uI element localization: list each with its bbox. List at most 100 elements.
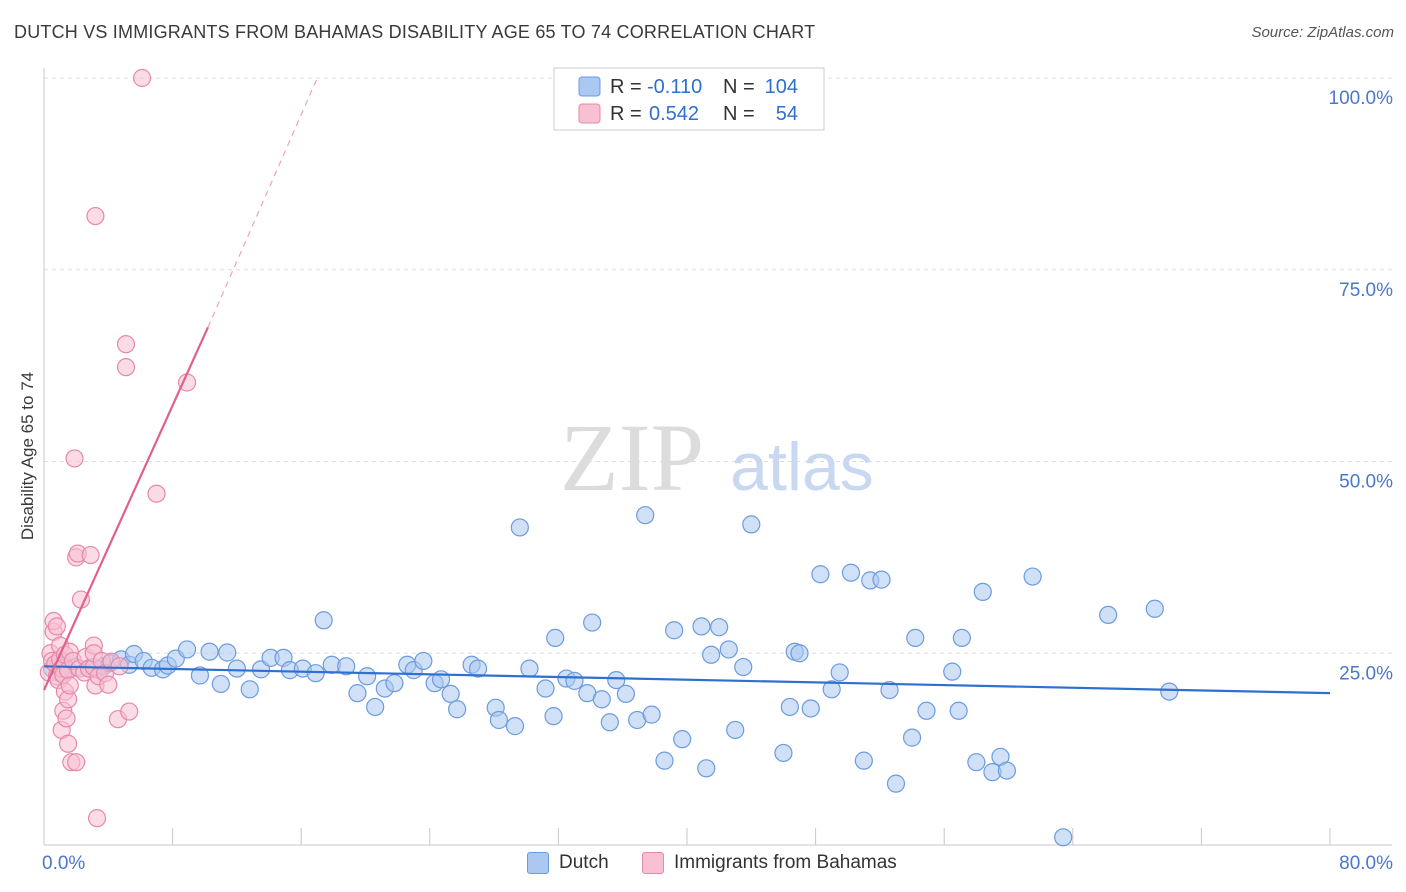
bahamas-point [59,734,78,753]
dutch-point [973,582,992,601]
y-tick-label: 50.0% [1339,472,1393,493]
stats-n-label-dutch: N = [723,76,755,98]
legend-swatch-bahamas [642,852,664,874]
dutch-point [1099,605,1118,625]
gridlines [44,77,1392,654]
axes [43,68,1392,846]
dutch-point [952,628,971,648]
bahamas-point [116,358,136,377]
dutch-point [227,659,246,678]
dutch-point [854,751,873,770]
legend-item-dutch[interactable]: Dutch [527,852,609,874]
stats-n-value-dutch: 104 [765,76,798,98]
stats-r-label-bahamas: R = [610,103,642,125]
dutch-point [655,751,674,770]
legend-label-bahamas: Immigrants from Bahamas [674,852,897,873]
dutch-point [544,707,563,726]
dutch-point [211,674,230,694]
stats-legend-swatch-dutch [578,76,601,97]
dutch-point [510,518,529,537]
dutch-point [997,761,1016,780]
dutch-point [616,684,636,704]
dutch-point [358,667,377,686]
stats-r-value-dutch: -0.110 [647,76,702,98]
bahamas-point [86,206,105,226]
bahamas-point [47,617,66,636]
watermark: ZIP atlas [560,404,874,511]
dutch-point [348,684,367,703]
dutch-point [1160,682,1179,701]
dutch-point [943,662,962,681]
chart-source: Source: ZipAtlas.com [1251,24,1394,41]
dutch-point [314,611,333,630]
dutch-point [448,700,467,719]
dutch-point [505,717,525,736]
x-tick-labels: 0.0% 80.0% [42,853,1393,874]
dutch-point [880,680,899,700]
dutch-point [841,563,861,582]
dutch-point [780,697,799,717]
stats-legend-swatch-bahamas [578,103,601,124]
stats-legend: R = -0.110 N = 104 R = 0.542 N = 54 [553,67,825,131]
bahamas-point [120,702,139,721]
dutch-point [790,644,809,663]
dutch-point [520,659,539,678]
dutch-points [42,506,1179,847]
dutch-point [546,628,565,648]
bahamas-point [116,335,136,354]
watermark-zip: ZIP [560,404,704,511]
bahamas-trend-line [42,326,209,691]
dutch-point [917,701,936,720]
bahamas-point [132,68,152,88]
bahamas-point [67,753,86,772]
dutch-point [1023,567,1042,586]
dutch-point [1145,599,1164,618]
x-tick-label-max: 80.0% [1339,853,1393,874]
dutch-point [190,666,210,685]
dutch-point [822,680,841,699]
bahamas-point [57,709,76,728]
trend-lines [42,77,1331,695]
dutch-point [489,710,509,730]
dutch-point [830,663,849,682]
dutch-point [177,640,197,659]
dutch-point [592,690,611,709]
legend-item-bahamas[interactable]: Immigrants from Bahamas [642,852,897,874]
dutch-point [774,743,793,763]
bahamas-point [110,657,129,676]
dutch-point [710,618,729,637]
dutch-point [240,680,259,699]
dutch-point [468,659,488,678]
bahamas-point [65,449,84,468]
bahamas-point [81,545,100,565]
bahamas-point [99,675,118,694]
dutch-point [441,684,460,704]
dutch-point [536,679,555,698]
dutch-point [583,613,602,632]
bahamas-points [39,68,197,828]
dutch-point [719,640,738,659]
dutch-point [949,701,968,720]
dutch-point [366,697,385,717]
dutch-point [673,730,692,749]
dutch-point [1054,828,1073,847]
legend-swatch-dutch [527,852,549,874]
dutch-point [414,651,433,671]
bahamas-point [60,676,79,695]
stats-r-label-dutch: R = [610,76,642,98]
stats-r-value-bahamas: 0.542 [649,103,699,125]
stats-n-value-bahamas: 54 [776,103,798,125]
bahamas-point [87,809,107,828]
y-tick-label: 100.0% [1329,88,1394,109]
dutch-point [636,506,655,525]
watermark-atlas: atlas [730,429,874,505]
dutch-point [565,671,584,690]
dutch-point [218,643,237,662]
legend-label-dutch: Dutch [559,852,609,873]
dutch-point [697,759,716,778]
dutch-point [600,713,619,732]
y-tick-label: 25.0% [1339,663,1393,684]
dutch-point [607,670,626,690]
y-tick-label: 75.0% [1339,280,1393,301]
bahamas-trend-extension [207,77,318,328]
